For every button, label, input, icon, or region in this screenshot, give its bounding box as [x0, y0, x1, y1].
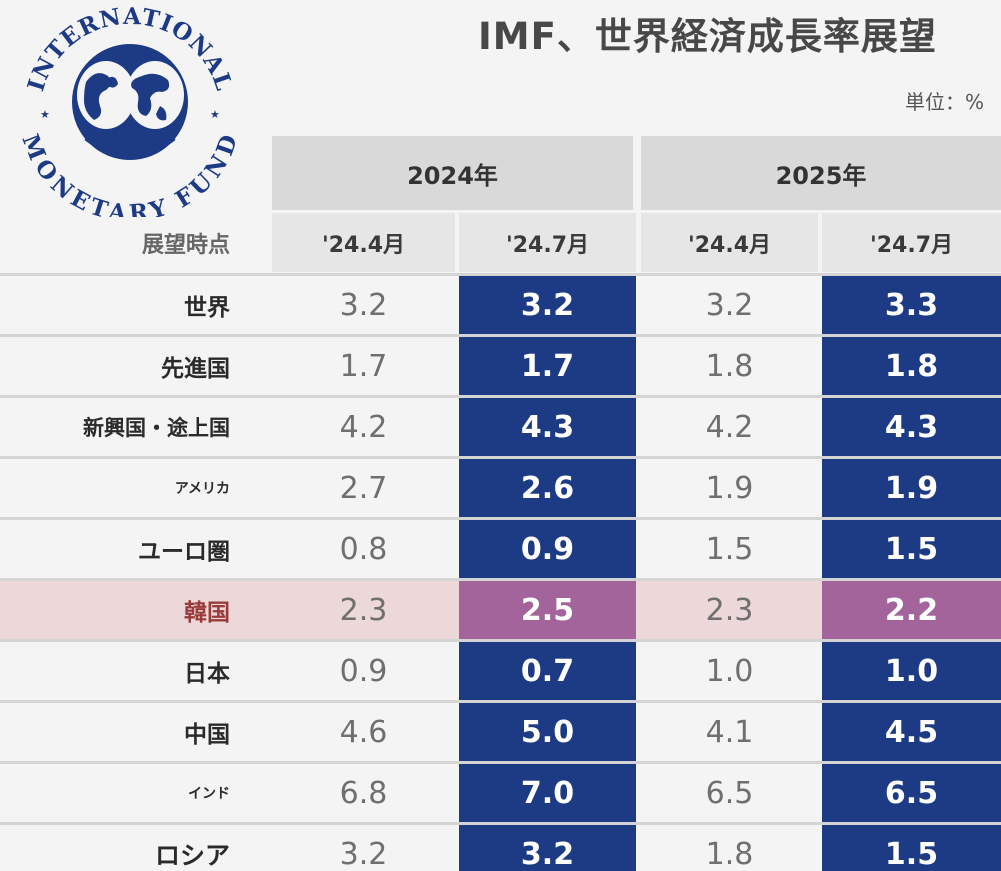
svg-text:★: ★ — [210, 108, 220, 121]
value-cell-latest: 2.2 — [822, 581, 1001, 639]
value-cell-previous: 1.0 — [705, 653, 754, 689]
row-divider — [0, 700, 1001, 703]
col-header-2024-jul: '24.7月 — [459, 213, 636, 272]
row-label: インド — [188, 786, 230, 802]
row-label: ロシア — [154, 841, 230, 870]
value-cell-previous: 2.3 — [339, 592, 388, 628]
unit-label: 単位：% — [905, 90, 985, 114]
value-cell-latest: 2.6 — [459, 459, 636, 517]
value-cell-latest: 4.3 — [459, 398, 636, 456]
value-cell-latest: 6.5 — [822, 764, 1001, 822]
row-divider — [0, 639, 1001, 642]
svg-text:★: ★ — [40, 108, 50, 121]
row-header-label: 展望時点 — [141, 232, 230, 258]
row-label: 韓国 — [184, 600, 230, 626]
value-cell-previous: 3.2 — [705, 287, 754, 323]
value-cell-previous: 2.3 — [705, 592, 754, 628]
value-cell-previous: 6.5 — [705, 775, 754, 811]
year-header-2025: 2025年 — [641, 136, 1001, 210]
value-cell-latest: 0.9 — [459, 520, 636, 578]
col-header-2025-jul: '24.7月 — [822, 213, 1001, 272]
value-cell-latest: 4.3 — [822, 398, 1001, 456]
value-cell-previous: 3.2 — [339, 836, 388, 871]
imf-logo: INTERNATIONAL MONETARY FUND ★ ★ — [16, 3, 242, 217]
value-cell-previous: 1.7 — [339, 348, 388, 384]
value-cell-latest: 1.7 — [459, 337, 636, 395]
row-divider — [0, 456, 1001, 459]
row-label: 中国 — [184, 722, 230, 748]
row-label: ユーロ圏 — [138, 539, 230, 565]
value-cell-previous: 0.9 — [339, 653, 388, 689]
row-divider — [0, 273, 1001, 276]
value-cell-latest: 3.3 — [822, 276, 1001, 334]
value-cell-latest: 1.5 — [822, 825, 1001, 871]
row-label: 日本 — [184, 661, 230, 687]
value-cell-previous: 4.2 — [705, 409, 754, 445]
value-cell-latest: 0.7 — [459, 642, 636, 700]
row-divider — [0, 822, 1001, 825]
value-cell-latest: 7.0 — [459, 764, 636, 822]
chart-title: IMF、世界経済成長率展望 — [478, 15, 937, 58]
value-cell-previous: 4.6 — [339, 714, 388, 750]
value-cell-previous: 4.2 — [339, 409, 388, 445]
value-cell-latest: 2.5 — [459, 581, 636, 639]
row-label: 新興国・途上国 — [83, 416, 230, 440]
row-divider — [0, 517, 1001, 520]
value-cell-previous: 1.5 — [705, 531, 754, 567]
row-label: アメリカ — [174, 481, 230, 497]
col-header-2025-apr: '24.4月 — [641, 213, 818, 272]
row-divider — [0, 395, 1001, 398]
value-cell-latest: 5.0 — [459, 703, 636, 761]
row-label: 先進国 — [161, 356, 230, 382]
value-cell-previous: 4.1 — [705, 714, 754, 750]
row-divider — [0, 334, 1001, 337]
value-cell-previous: 3.2 — [339, 287, 388, 323]
value-cell-previous: 1.8 — [705, 836, 754, 871]
value-cell-previous: 6.8 — [339, 775, 388, 811]
value-cell-previous: 2.7 — [339, 470, 388, 506]
value-cell-previous: 0.8 — [339, 531, 388, 567]
value-cell-latest: 1.5 — [822, 520, 1001, 578]
row-divider — [0, 578, 1001, 581]
globe-icon — [72, 44, 188, 160]
value-cell-latest: 1.8 — [822, 337, 1001, 395]
value-cell-previous: 1.9 — [705, 470, 754, 506]
value-cell-previous: 1.8 — [705, 348, 754, 384]
year-header-2024: 2024年 — [272, 136, 633, 210]
value-cell-latest: 1.9 — [822, 459, 1001, 517]
value-cell-latest: 3.2 — [459, 276, 636, 334]
value-cell-latest: 4.5 — [822, 703, 1001, 761]
col-header-2024-apr: '24.4月 — [272, 213, 455, 272]
value-cell-latest: 3.2 — [459, 825, 636, 871]
value-cell-latest: 1.0 — [822, 642, 1001, 700]
row-divider — [0, 761, 1001, 764]
row-label: 世界 — [184, 295, 230, 321]
